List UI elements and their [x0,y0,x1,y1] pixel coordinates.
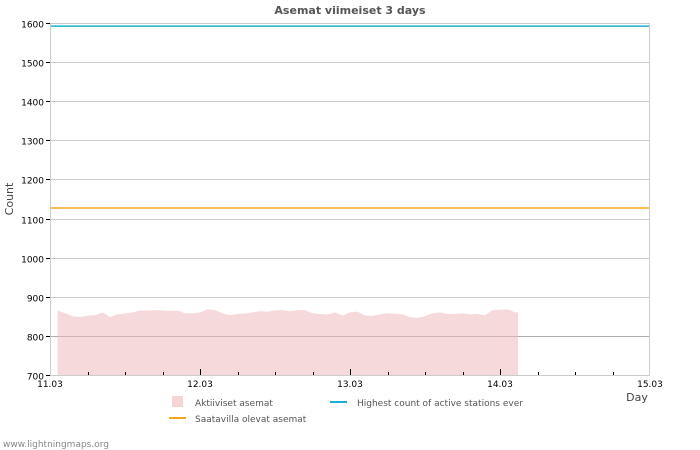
x-tick-label: 15.03 [637,380,663,390]
legend-swatch-active [172,396,183,407]
y-tick-label: 1000 [21,256,44,266]
y-tick-label: 1400 [21,99,44,109]
legend-label-active: Aktiiviset asemat [195,399,273,409]
y-tick-label: 1300 [21,138,44,148]
x-tick-label: 13.03 [337,380,363,390]
y-tick-label: 1100 [21,217,44,227]
y-tick-label: 800 [27,334,44,344]
y-tick-label: 1600 [21,21,44,31]
y-tick-label: 1500 [21,60,44,70]
x-tick-label: 14.03 [487,380,513,390]
y-tick-label: 900 [27,295,44,305]
legend-label-available: Saatavilla olevat asemat [195,415,307,425]
legend-label-highest: Highest count of active stations ever [357,399,523,409]
y-tick-label: 700 [27,373,44,383]
legend: Aktiiviset asemat Highest count of activ… [169,396,523,425]
x-tick-label: 11.03 [37,380,63,390]
footer-credit: www.lightningmaps.org [3,440,109,450]
x-axis-label: Day [626,391,648,404]
chart-title: Asemat viimeiset 3 days [274,4,426,17]
x-tick-label: 12.03 [187,380,213,390]
plot-border [50,23,650,376]
y-tick-label: 1200 [21,177,44,187]
y-axis-label: Count [3,182,16,215]
area-active-stations [57,309,518,375]
